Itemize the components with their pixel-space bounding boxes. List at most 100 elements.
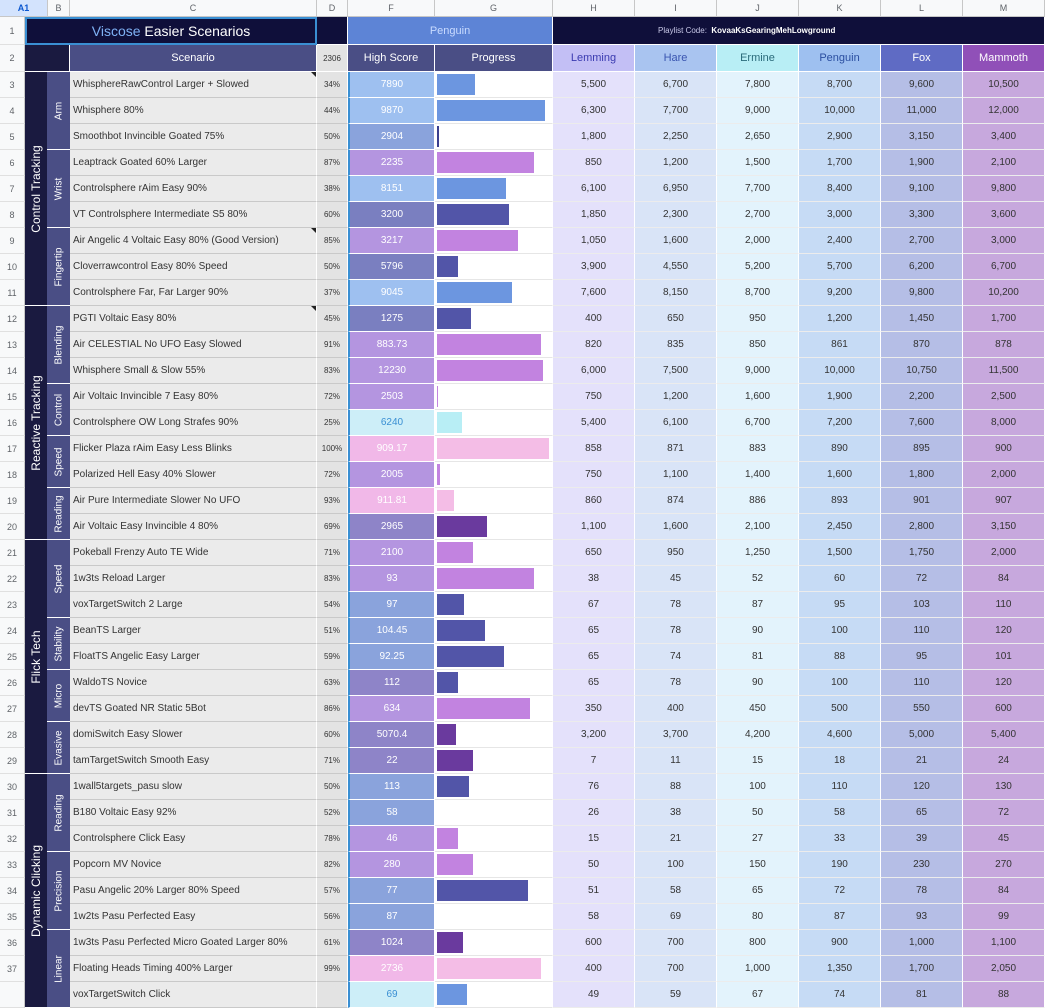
rank-threshold[interactable]: 1,700 bbox=[963, 306, 1045, 332]
row-number[interactable]: 26 bbox=[0, 670, 25, 696]
rank-threshold[interactable]: 15 bbox=[553, 826, 635, 852]
progress-cell[interactable] bbox=[435, 384, 553, 410]
scenario-name[interactable]: Flicker Plaza rAim Easy Less Blinks bbox=[70, 436, 317, 462]
scenario-name[interactable]: domiSwitch Easy Slower bbox=[70, 722, 317, 748]
rank-threshold[interactable]: 1,600 bbox=[717, 384, 799, 410]
rank-threshold[interactable]: 1,750 bbox=[881, 540, 963, 566]
high-score-value[interactable]: 3217 bbox=[348, 228, 435, 254]
high-score-value[interactable]: 2736 bbox=[348, 956, 435, 982]
rank-threshold[interactable]: 2,800 bbox=[881, 514, 963, 540]
rank-threshold[interactable]: 51 bbox=[553, 878, 635, 904]
high-score-value[interactable]: 909.17 bbox=[348, 436, 435, 462]
rank-threshold[interactable]: 1,100 bbox=[963, 930, 1045, 956]
rank-threshold[interactable]: 74 bbox=[799, 982, 881, 1008]
rank-threshold[interactable]: 74 bbox=[635, 644, 717, 670]
column-header-c[interactable]: C bbox=[70, 0, 317, 17]
high-score-value[interactable]: 92.25 bbox=[348, 644, 435, 670]
rank-threshold[interactable]: 72 bbox=[881, 566, 963, 592]
rank-threshold[interactable]: 270 bbox=[963, 852, 1045, 878]
scenario-name[interactable]: Pasu Angelic 20% Larger 80% Speed bbox=[70, 878, 317, 904]
row-number[interactable]: 7 bbox=[0, 176, 25, 202]
rank-threshold[interactable]: 4,550 bbox=[635, 254, 717, 280]
rank-threshold[interactable]: 850 bbox=[717, 332, 799, 358]
rank-threshold[interactable]: 11 bbox=[635, 748, 717, 774]
rank-threshold[interactable]: 59 bbox=[635, 982, 717, 1008]
high-score-value[interactable]: 2503 bbox=[348, 384, 435, 410]
rank-threshold[interactable]: 820 bbox=[553, 332, 635, 358]
rank-threshold[interactable]: 2,000 bbox=[963, 462, 1045, 488]
completion-percent[interactable]: 86% bbox=[317, 696, 348, 722]
rank-threshold[interactable]: 88 bbox=[963, 982, 1045, 1008]
rank-threshold[interactable]: 27 bbox=[717, 826, 799, 852]
rank-threshold[interactable]: 1,050 bbox=[553, 228, 635, 254]
rank-threshold[interactable]: 1,200 bbox=[799, 306, 881, 332]
rank-threshold[interactable]: 78 bbox=[635, 618, 717, 644]
rank-threshold[interactable]: 2,650 bbox=[717, 124, 799, 150]
rank-threshold[interactable]: 8,700 bbox=[717, 280, 799, 306]
progress-cell[interactable] bbox=[435, 462, 553, 488]
rank-threshold[interactable]: 858 bbox=[553, 436, 635, 462]
progress-cell[interactable] bbox=[435, 124, 553, 150]
scenario-name[interactable]: Polarized Hell Easy 40% Slower bbox=[70, 462, 317, 488]
rank-threshold[interactable]: 7,600 bbox=[553, 280, 635, 306]
rank-threshold[interactable]: 1,600 bbox=[799, 462, 881, 488]
rank-threshold[interactable]: 110 bbox=[799, 774, 881, 800]
rank-threshold[interactable]: 5,500 bbox=[553, 72, 635, 98]
progress-cell[interactable] bbox=[435, 358, 553, 384]
completion-percent[interactable]: 60% bbox=[317, 722, 348, 748]
rank-threshold[interactable]: 1,500 bbox=[799, 540, 881, 566]
row-number[interactable]: 3 bbox=[0, 72, 25, 98]
row-number[interactable]: 2 bbox=[0, 45, 25, 72]
high-score-value[interactable]: 2005 bbox=[348, 462, 435, 488]
rank-threshold[interactable]: 7,700 bbox=[717, 176, 799, 202]
rank-threshold[interactable]: 1,800 bbox=[553, 124, 635, 150]
rank-threshold[interactable]: 78 bbox=[635, 592, 717, 618]
rank-threshold[interactable]: 101 bbox=[963, 644, 1045, 670]
progress-cell[interactable] bbox=[435, 748, 553, 774]
rank-threshold[interactable]: 1,450 bbox=[881, 306, 963, 332]
rank-threshold[interactable]: 2,900 bbox=[799, 124, 881, 150]
high-score-value[interactable]: 7890 bbox=[348, 72, 435, 98]
rank-threshold[interactable]: 81 bbox=[717, 644, 799, 670]
high-score-value[interactable]: 1024 bbox=[348, 930, 435, 956]
progress-cell[interactable] bbox=[435, 436, 553, 462]
rank-threshold[interactable]: 2,500 bbox=[963, 384, 1045, 410]
rank-threshold[interactable]: 5,200 bbox=[717, 254, 799, 280]
progress-cell[interactable] bbox=[435, 514, 553, 540]
high-score-value[interactable]: 97 bbox=[348, 592, 435, 618]
rank-threshold[interactable]: 58 bbox=[799, 800, 881, 826]
high-score-value[interactable]: 58 bbox=[348, 800, 435, 826]
rank-threshold[interactable]: 72 bbox=[963, 800, 1045, 826]
column-header-f[interactable]: F bbox=[348, 0, 435, 17]
rank-threshold[interactable]: 78 bbox=[881, 878, 963, 904]
scenario-name[interactable]: voxTargetSwitch 2 Large bbox=[70, 592, 317, 618]
rank-threshold[interactable]: 907 bbox=[963, 488, 1045, 514]
rank-threshold[interactable]: 69 bbox=[635, 904, 717, 930]
rank-threshold[interactable]: 650 bbox=[635, 306, 717, 332]
rank-threshold[interactable]: 9,000 bbox=[717, 98, 799, 124]
rank-threshold[interactable]: 45 bbox=[635, 566, 717, 592]
high-score-value[interactable]: 46 bbox=[348, 826, 435, 852]
rank-threshold[interactable]: 5,000 bbox=[881, 722, 963, 748]
rank-threshold[interactable]: 120 bbox=[963, 618, 1045, 644]
rank-threshold[interactable]: 7,200 bbox=[799, 410, 881, 436]
scenario-name[interactable]: PGTI Voltaic Easy 80% bbox=[70, 306, 317, 332]
completion-percent[interactable]: 56% bbox=[317, 904, 348, 930]
row-number[interactable]: 1 bbox=[0, 17, 25, 45]
rank-threshold[interactable]: 2,300 bbox=[635, 202, 717, 228]
row-number[interactable]: 6 bbox=[0, 150, 25, 176]
rank-threshold[interactable]: 21 bbox=[635, 826, 717, 852]
rank-threshold[interactable]: 871 bbox=[635, 436, 717, 462]
scenario-name[interactable]: Air Pure Intermediate Slower No UFO bbox=[70, 488, 317, 514]
completion-percent[interactable]: 54% bbox=[317, 592, 348, 618]
rank-threshold[interactable]: 4,200 bbox=[717, 722, 799, 748]
rank-threshold[interactable]: 850 bbox=[553, 150, 635, 176]
row-number[interactable]: 37 bbox=[0, 956, 25, 982]
scenario-name[interactable]: Cloverrawcontrol Easy 80% Speed bbox=[70, 254, 317, 280]
rank-threshold[interactable]: 3,150 bbox=[963, 514, 1045, 540]
rank-threshold[interactable]: 3,000 bbox=[963, 228, 1045, 254]
rank-threshold[interactable]: 3,200 bbox=[553, 722, 635, 748]
rank-threshold[interactable]: 900 bbox=[963, 436, 1045, 462]
row-number[interactable]: 36 bbox=[0, 930, 25, 956]
high-score-value[interactable]: 5796 bbox=[348, 254, 435, 280]
